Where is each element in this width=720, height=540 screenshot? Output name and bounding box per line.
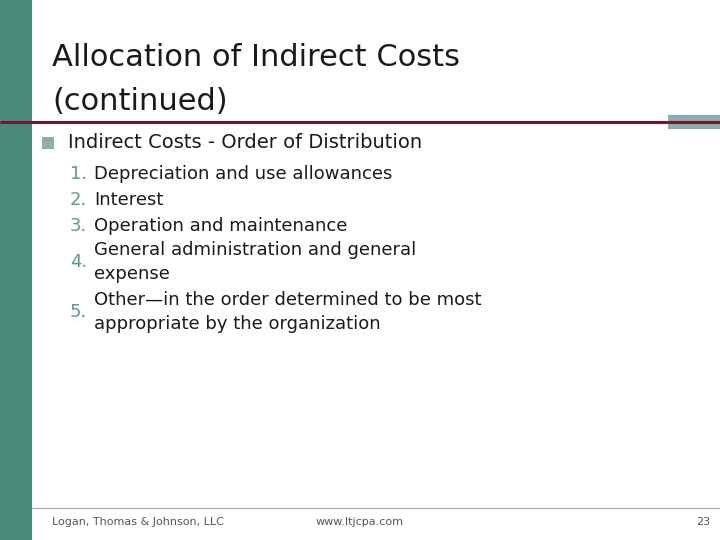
Text: 1.: 1. <box>70 165 87 183</box>
Text: Depreciation and use allowances: Depreciation and use allowances <box>94 165 392 183</box>
Text: Logan, Thomas & Johnson, LLC: Logan, Thomas & Johnson, LLC <box>52 517 224 527</box>
Text: 5.: 5. <box>70 303 87 321</box>
Bar <box>0 0 32 540</box>
Text: General administration and general
expense: General administration and general expen… <box>94 241 416 283</box>
Bar <box>668 115 720 129</box>
Text: Other—in the order determined to be most
appropriate by the organization: Other—in the order determined to be most… <box>94 291 482 333</box>
Text: Interest: Interest <box>94 191 163 209</box>
Text: 23: 23 <box>696 517 710 527</box>
Text: 4.: 4. <box>70 253 87 271</box>
Bar <box>42 137 54 149</box>
Text: 3.: 3. <box>70 217 87 235</box>
Text: (continued): (continued) <box>52 87 228 116</box>
Text: Indirect Costs - Order of Distribution: Indirect Costs - Order of Distribution <box>68 132 422 152</box>
Text: www.ltjcpa.com: www.ltjcpa.com <box>316 517 404 527</box>
Text: 2.: 2. <box>70 191 87 209</box>
Text: Allocation of Indirect Costs: Allocation of Indirect Costs <box>52 43 460 72</box>
Text: Operation and maintenance: Operation and maintenance <box>94 217 347 235</box>
